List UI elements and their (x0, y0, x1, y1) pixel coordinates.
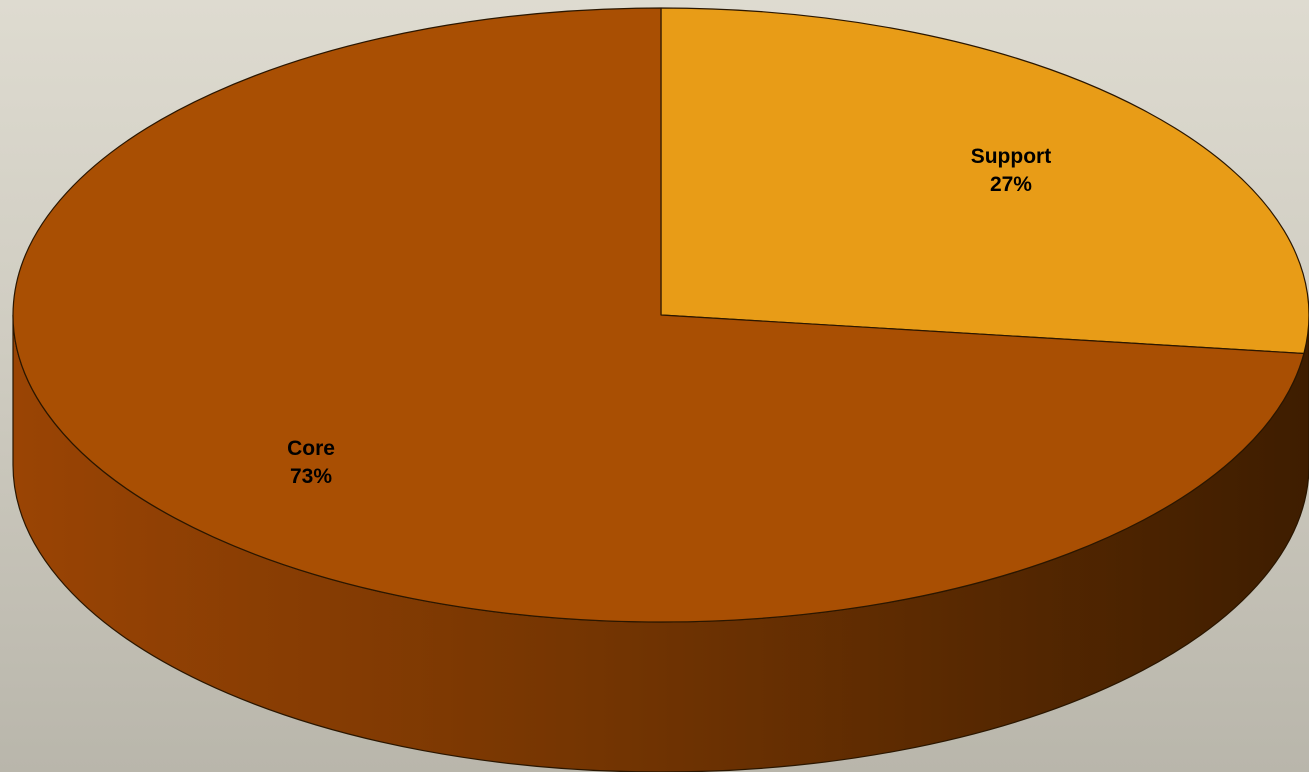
data-label-category-core: Core (287, 437, 335, 460)
pie-slice-core (12, 7, 1305, 623)
pie-top-layer (12, 7, 1309, 623)
pie-label-layer: Support 27% Core 73% (287, 145, 1051, 488)
data-label-support: Support 27% (971, 145, 1051, 196)
data-label-value-support: 27% (990, 173, 1032, 196)
pie-slice-support (660, 7, 1309, 355)
data-label-core: Core 73% (287, 437, 335, 488)
data-label-value-core: 73% (290, 465, 332, 488)
data-label-category-support: Support (971, 145, 1051, 168)
